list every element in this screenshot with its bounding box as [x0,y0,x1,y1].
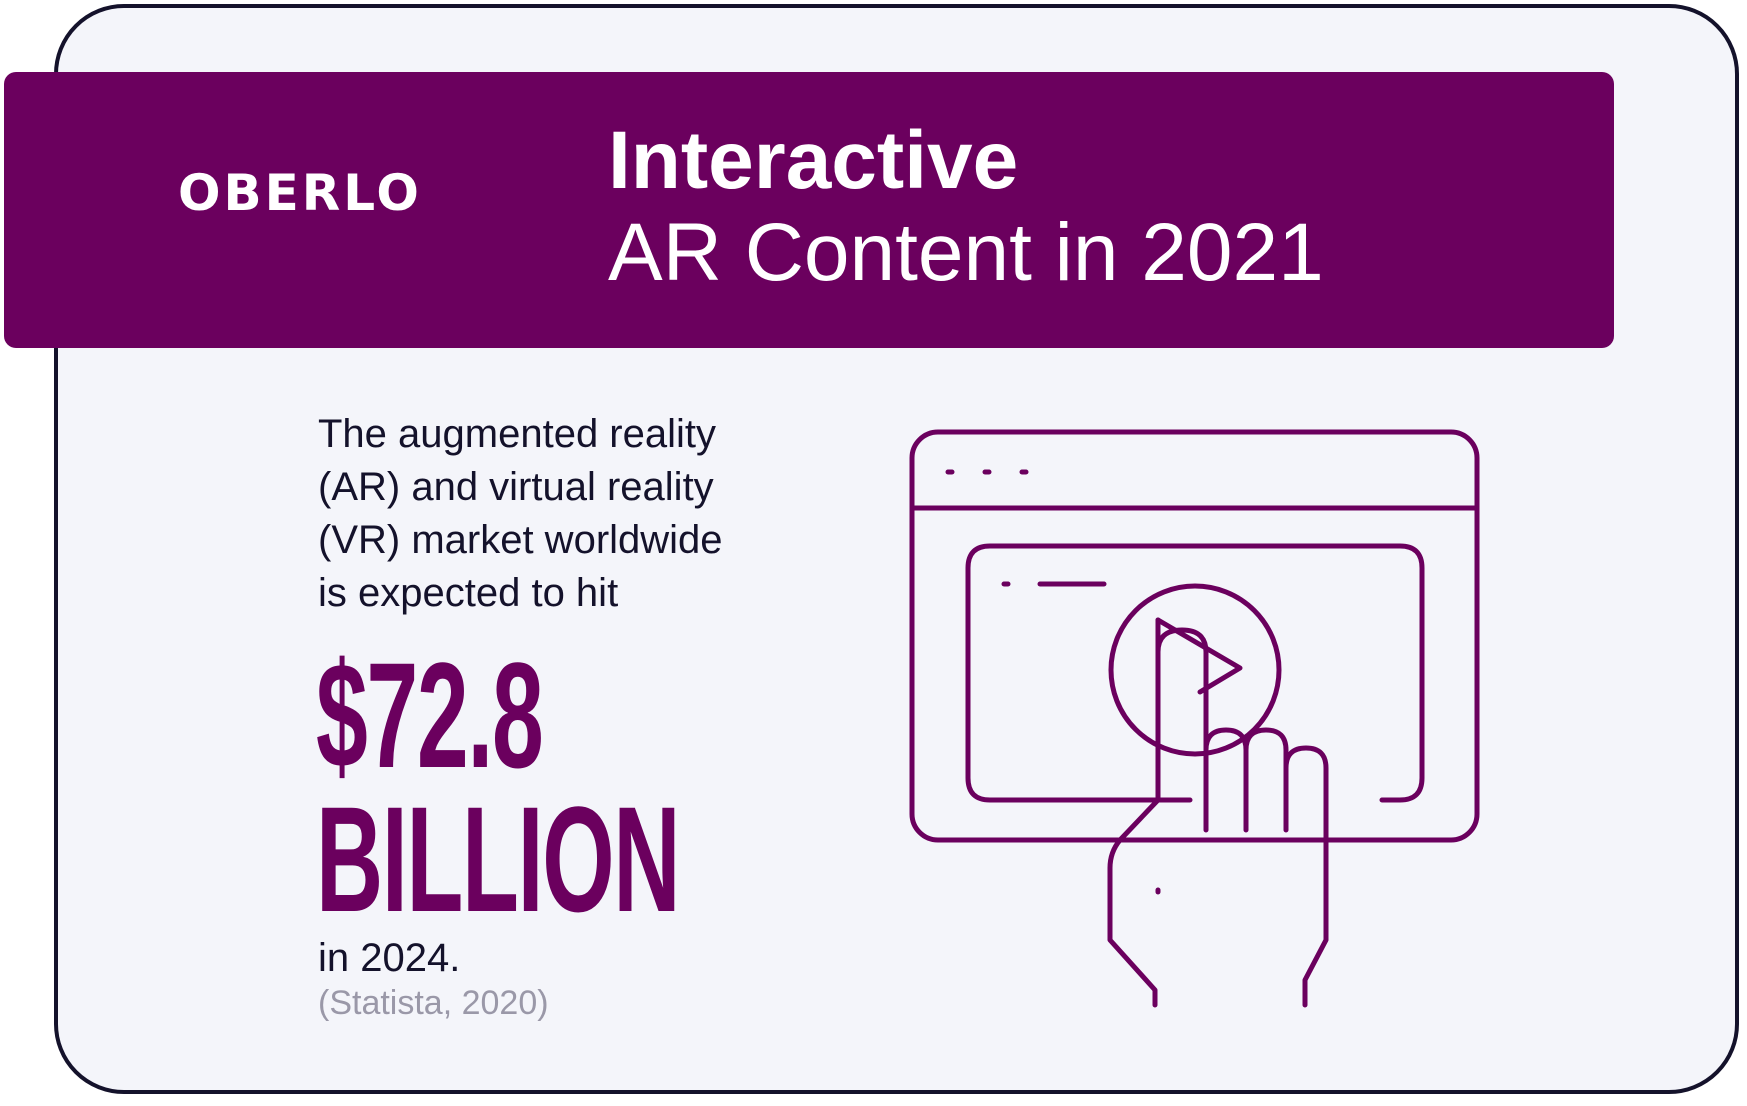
stat-unit: BILLION [316,775,681,943]
title-line-2: AR Content in 2021 [608,207,1324,298]
intro-line: (AR) and virtual reality [318,465,714,509]
tap-hand-icon [1107,627,1329,1008]
intro-line: The augmented reality [318,412,717,456]
stat-value: $72.8 [316,631,544,799]
intro-line: is expected to hit [318,571,619,615]
video-play-icon [965,543,1425,803]
intro-text: The augmented reality (AR) and virtual r… [318,408,878,620]
ar-video-illustration [909,429,1480,1008]
year-line: in 2024. [318,936,461,980]
source-citation: (Statista, 2020) [318,984,549,1022]
browser-window-icon [909,429,1480,843]
oberlo-logo: OBERLO [178,164,422,222]
header-banner [4,72,1614,348]
title-line-1: Interactive [608,115,1019,206]
intro-line: (VR) market worldwide [318,518,723,562]
